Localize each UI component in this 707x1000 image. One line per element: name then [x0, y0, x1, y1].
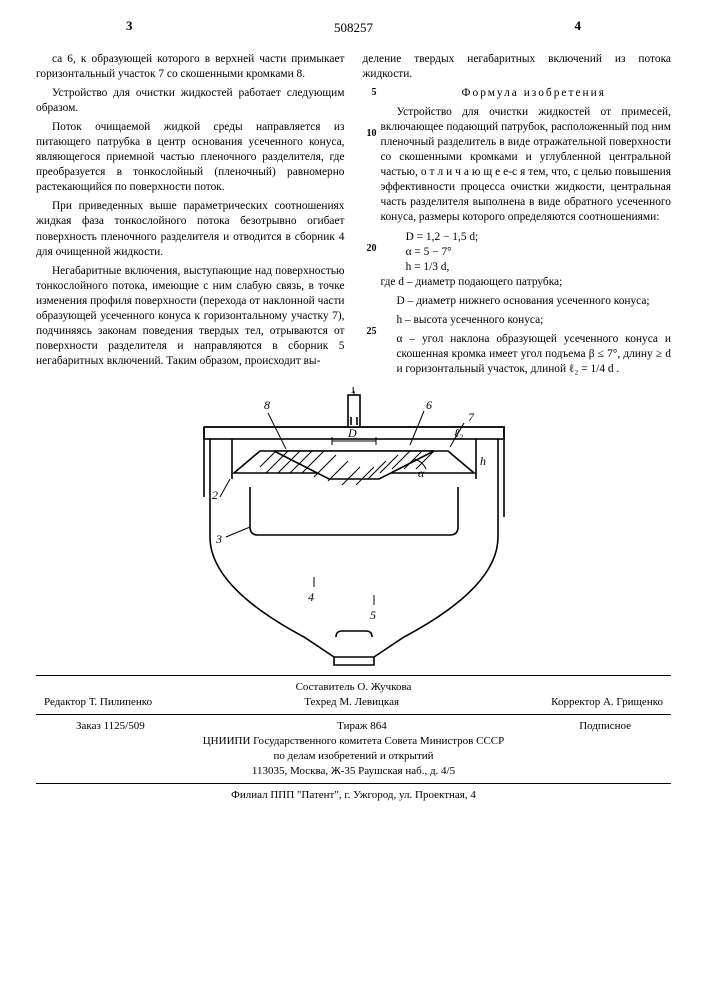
fig-label-2: 2	[212, 488, 218, 502]
addr-2: Филиал ППП "Патент", г. Ужгород, ул. Про…	[36, 788, 671, 802]
figure: 8 1 6 7 2 3 4 5 D α h ℓ₂	[36, 387, 671, 667]
para: са 6, к образующей которого в верхней ча…	[36, 52, 345, 82]
fig-label-6: 6	[426, 398, 432, 412]
formula-block: D = 1,2 − 1,5 d; α = 5 − 7° h = 1/3 d,	[406, 230, 671, 275]
right-column: деление твердых негабаритных включений и…	[363, 52, 672, 381]
footer: Составитель О. Жучкова Редактор Т. Пилип…	[36, 675, 671, 802]
def: h – высота усеченного конуса;	[381, 313, 672, 328]
fig-label-8: 8	[264, 398, 270, 412]
def: где d – диаметр подающего патрубка;	[381, 275, 672, 290]
org-line-1: ЦНИИПИ Государственного комитета Совета …	[36, 734, 671, 748]
tech: М. Левицкая	[339, 696, 399, 708]
formula: D = 1,2 − 1,5 d;	[406, 230, 671, 245]
para: Устройство для очистки жидкостей работае…	[36, 86, 345, 116]
line-num: 25	[363, 313, 377, 381]
left-col-num: 3	[126, 18, 133, 34]
fig-label-3: 3	[215, 532, 222, 546]
addr-1: 113035, Москва, Ж-35 Раушская наб., д. 4…	[36, 764, 671, 778]
fig-label-l2: ℓ₂	[454, 426, 463, 440]
para: При приведенных выше параметрических соо…	[36, 199, 345, 259]
right-col-num: 4	[575, 18, 582, 34]
def: α – угол наклона образующей усеченного к…	[381, 332, 672, 377]
tirage-label: Тираж	[337, 720, 367, 732]
fig-label-h: h	[480, 454, 486, 468]
line-num: 10	[363, 105, 377, 229]
fig-label-D: D	[347, 426, 357, 440]
editor-label: Редактор	[44, 696, 86, 708]
page: 3 4 508257 са 6, к образующей которого в…	[0, 0, 707, 1000]
para: Негабаритные включения, выступающие над …	[36, 264, 345, 369]
def: D – диаметр нижнего основания усеченного…	[381, 294, 672, 309]
fig-label-1: 1	[350, 387, 356, 396]
formula: α = 5 − 7°	[406, 245, 671, 260]
editor: Т. Пилипенко	[89, 696, 152, 708]
composer: О. Жучкова	[357, 681, 411, 693]
tirage: 864	[370, 720, 387, 732]
text-columns: са 6, к образующей которого в верхней ча…	[36, 52, 671, 381]
fig-label-a: α	[418, 466, 425, 480]
sig: Подписное	[579, 719, 631, 733]
corr-label: Корректор	[551, 696, 600, 708]
org-line-2: по делам изобретений и открытий	[36, 749, 671, 763]
order-label: Заказ	[76, 720, 101, 732]
line-num: 5	[363, 86, 377, 105]
fig-label-7: 7	[468, 410, 475, 424]
formula: h = 1/3 d,	[406, 260, 671, 275]
corr: А. Грищенко	[603, 696, 663, 708]
fig-label-5: 5	[370, 608, 376, 622]
order: 1125/509	[104, 720, 145, 732]
claim-text: Устройство для очистки жидкостей от прим…	[381, 105, 672, 225]
para: Поток очищаемой жидкой среды направляетс…	[36, 120, 345, 195]
tech-label: Техред	[304, 696, 336, 708]
fig-label-4: 4	[308, 590, 314, 604]
para: деление твердых негабаритных включений и…	[363, 52, 672, 82]
composer-label: Составитель	[296, 681, 355, 693]
claims-heading: Формула изобретения	[381, 86, 672, 101]
left-column: са 6, к образующей которого в верхней ча…	[36, 52, 345, 381]
line-num: 20	[363, 230, 377, 313]
device-diagram: 8 1 6 7 2 3 4 5 D α h ℓ₂	[164, 387, 544, 667]
